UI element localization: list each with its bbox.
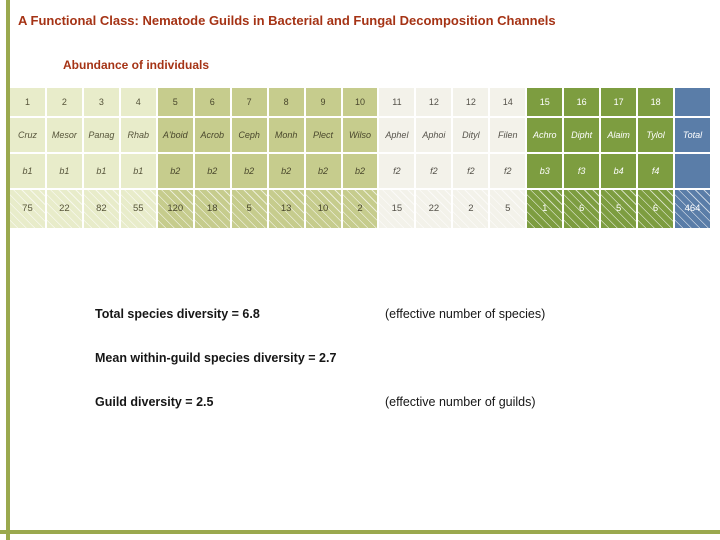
column-number-cell: 12 (416, 88, 452, 116)
guild-code-cell: b2 (231, 154, 267, 188)
taxon-name-cell: Aphel (379, 118, 415, 152)
abundance-count-cell: 22 (46, 190, 82, 228)
column-number-cell: 15 (527, 88, 563, 116)
guild-code-cell: f2 (379, 154, 415, 188)
abundance-count-cell: 120 (157, 190, 193, 228)
slide-subtitle: Abundance of individuals (63, 58, 210, 72)
abundance-count-cell: 1 (527, 190, 563, 228)
column-number-cell: 12 (453, 88, 489, 116)
column-number-cell: 3 (83, 88, 119, 116)
abundance-count-cell: 6 (638, 190, 674, 228)
abundance-count-cell: 22 (416, 190, 452, 228)
abundance-count-cell: 82 (83, 190, 119, 228)
abundance-count-cell: 2 (453, 190, 489, 228)
taxon-name-cell: Mesor (46, 118, 82, 152)
column-number-cell: 4 (120, 88, 156, 116)
taxon-name-cell: Ceph (231, 118, 267, 152)
guild-code-cell: f2 (490, 154, 526, 188)
guild-code-cell: f2 (416, 154, 452, 188)
column-number-cell (675, 88, 710, 116)
abundance-count-cell: 5 (601, 190, 637, 228)
guild-code-cell: b2 (268, 154, 304, 188)
taxon-name-cell: A'boid (157, 118, 193, 152)
column-number-cell: 9 (305, 88, 341, 116)
guild-code-cell: b4 (601, 154, 637, 188)
column-number-cell: 1 (10, 88, 45, 116)
taxon-name-cell: Aphoi (416, 118, 452, 152)
column-number-cell: 6 (194, 88, 230, 116)
abundance-table: 1 2 3 4 5 6 7 8 9 10 11 12 12 14 15 16 17 18 Cruz Mesor Pana… (10, 88, 710, 228)
taxon-name-cell: Wilso (342, 118, 378, 152)
column-number-cell: 14 (490, 88, 526, 116)
abundance-count-cell: 5 (490, 190, 526, 228)
guild-code-cell: b1 (83, 154, 119, 188)
stat-note: (effective number of species) (385, 307, 546, 321)
taxon-name-cell: Achro (527, 118, 563, 152)
abundance-count-cell: 15 (379, 190, 415, 228)
abundance-count-cell: 6 (564, 190, 600, 228)
abundance-count-cell: 55 (120, 190, 156, 228)
column-number-cell: 7 (231, 88, 267, 116)
abundance-count-cell: 13 (268, 190, 304, 228)
taxon-name-cell: Acrob (194, 118, 230, 152)
abundance-count-cell: 5 (231, 190, 267, 228)
column-number-cell: 11 (379, 88, 415, 116)
column-number-cell: 18 (638, 88, 674, 116)
stat-guild-diversity: Guild diversity = 2.5 (effective number … (95, 395, 710, 409)
column-number-cell: 2 (46, 88, 82, 116)
taxon-name-cell: Dityl (453, 118, 489, 152)
guild-code-cell: b1 (120, 154, 156, 188)
taxon-name-cell: Alaim (601, 118, 637, 152)
taxon-name-cell: Plect (305, 118, 341, 152)
column-number-cell: 16 (564, 88, 600, 116)
stat-label: Guild diversity = 2.5 (95, 395, 214, 409)
guild-code-cell: b1 (46, 154, 82, 188)
guild-code-cell: b2 (305, 154, 341, 188)
taxon-name-cell: Dipht (564, 118, 600, 152)
guild-code-cell: f3 (564, 154, 600, 188)
slide-border-bottom (0, 530, 720, 534)
taxon-name-cell: Cruz (10, 118, 45, 152)
guild-code-cell: b3 (527, 154, 563, 188)
taxon-name-cell: Panag (83, 118, 119, 152)
taxon-name-cell: Monh (268, 118, 304, 152)
abundance-count-cell: 2 (342, 190, 378, 228)
guild-code-cell: b2 (157, 154, 193, 188)
abundance-count-cell: 18 (194, 190, 230, 228)
column-number-cell: 8 (268, 88, 304, 116)
abundance-count-cell: 464 (675, 190, 710, 228)
stat-label: Total species diversity = 6.8 (95, 307, 260, 321)
stat-note: (effective number of guilds) (385, 395, 536, 409)
slide-border-left (6, 0, 10, 540)
stat-total-species-diversity: Total species diversity = 6.8 (effective… (95, 307, 710, 321)
taxon-name-cell: Rhab (120, 118, 156, 152)
guild-code-cell: b2 (194, 154, 230, 188)
guild-code-cell: f4 (638, 154, 674, 188)
taxon-name-cell: Filen (490, 118, 526, 152)
stat-mean-within-guild-diversity: Mean within-guild species diversity = 2.… (95, 351, 710, 365)
taxon-name-cell: Total (675, 118, 710, 152)
guild-code-cell: b2 (342, 154, 378, 188)
guild-code-cell: b1 (10, 154, 45, 188)
slide-title: A Functional Class: Nematode Guilds in B… (18, 13, 556, 28)
taxon-name-cell: Tylol (638, 118, 674, 152)
stat-label: Mean within-guild species diversity = 2.… (95, 351, 337, 365)
column-number-cell: 17 (601, 88, 637, 116)
guild-code-cell (675, 154, 710, 188)
column-number-cell: 5 (157, 88, 193, 116)
abundance-count-cell: 75 (10, 190, 45, 228)
abundance-count-cell: 10 (305, 190, 341, 228)
guild-code-cell: f2 (453, 154, 489, 188)
column-number-cell: 10 (342, 88, 378, 116)
